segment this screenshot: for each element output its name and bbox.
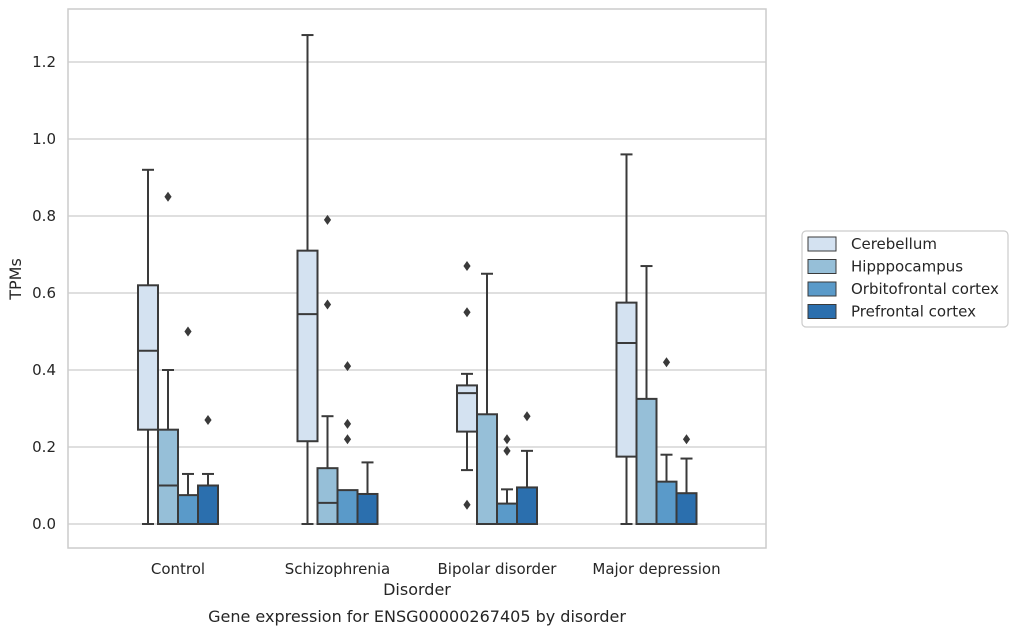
box-hipppocampus (316, 214, 339, 525)
y-tick-label: 0.8 (32, 207, 56, 225)
box-marks (137, 34, 698, 526)
outlier-point (682, 434, 691, 445)
box-body (615, 301, 638, 458)
x-tick-label: Bipolar disorder (438, 560, 558, 578)
outlier-point (662, 357, 671, 368)
legend-swatch (807, 304, 837, 319)
y-tick-label: 0.0 (32, 515, 56, 533)
x-tick-label: Major depression (592, 560, 720, 578)
box-body (675, 492, 698, 526)
box-body (655, 480, 678, 525)
box-orbitofrontal-cortex (496, 434, 518, 526)
box-body (336, 489, 359, 525)
box-orbitofrontal-cortex (336, 361, 359, 525)
plot-frame (67, 8, 767, 549)
box-orbitofrontal-cortex (655, 357, 678, 525)
y-tick-labels: 0.0 0.2 0.4 0.6 0.8 1.0 1.2 (32, 53, 56, 533)
box-body (177, 494, 199, 525)
y-axis-label: TPMs (6, 258, 25, 301)
legend: Cerebellum Hipppocampus Orbitofrontal cort… (801, 230, 1009, 328)
legend-label: Prefrontal cortex (851, 303, 976, 321)
box-prefrontal-cortex (675, 434, 698, 526)
box-body (496, 502, 518, 526)
y-tick-label: 0.6 (32, 284, 56, 302)
box-cerebellum (296, 34, 319, 525)
box-cerebellum (615, 153, 638, 525)
outlier-point (323, 214, 332, 225)
box-hipppocampus (635, 265, 658, 525)
y-tick-label: 1.0 (32, 130, 56, 148)
box-prefrontal-cortex (197, 415, 219, 525)
box-hipppocampus (476, 272, 498, 525)
x-tick-labels: Control Schizophrenia Bipolar disorder Majo… (151, 560, 721, 578)
x-tick-label: Control (151, 560, 205, 578)
box-prefrontal-cortex (516, 411, 538, 525)
outlier-point (503, 445, 511, 456)
outlier-point (164, 191, 172, 202)
box-prefrontal-cortex (356, 461, 379, 526)
gridlines (68, 61, 766, 525)
outlier-point (343, 434, 352, 445)
box-body (157, 428, 179, 525)
outlier-point (323, 299, 332, 310)
box-cerebellum (456, 261, 478, 510)
y-tick-label: 0.2 (32, 438, 56, 456)
box-body (456, 384, 478, 433)
box-body (137, 284, 159, 431)
legend-swatch (807, 236, 837, 252)
outlier-point (204, 415, 212, 426)
outlier-point (463, 499, 471, 510)
figure-caption: Gene expression for ENSG00000267405 by d… (208, 607, 626, 626)
outlier-point (184, 326, 192, 337)
box-body (516, 486, 538, 525)
box-body (635, 397, 658, 525)
y-tick-label: 1.2 (32, 53, 56, 71)
x-axis-label: Disorder (383, 580, 451, 599)
legend-label: Hipppocampus (851, 258, 963, 276)
box-body (197, 484, 219, 525)
outlier-point (343, 361, 352, 372)
outlier-point (463, 261, 471, 272)
y-tick-label: 0.4 (32, 361, 56, 379)
outlier-point (343, 418, 352, 429)
box-body (356, 492, 379, 526)
box-orbitofrontal-cortex (177, 326, 199, 525)
box-body (296, 249, 319, 443)
box-body (316, 467, 339, 525)
legend-label: Cerebellum (851, 235, 937, 253)
box-hipppocampus (157, 191, 179, 525)
outlier-point (463, 307, 471, 318)
outlier-point (503, 434, 511, 445)
legend-swatch (807, 281, 837, 297)
outlier-point (523, 411, 531, 422)
legend-label: Orbitofrontal cortex (851, 280, 999, 298)
legend-frame (801, 230, 1009, 328)
box-cerebellum (137, 168, 159, 525)
legend-swatch (807, 259, 837, 274)
box-body (476, 413, 498, 525)
x-tick-label: Schizophrenia (285, 560, 390, 578)
